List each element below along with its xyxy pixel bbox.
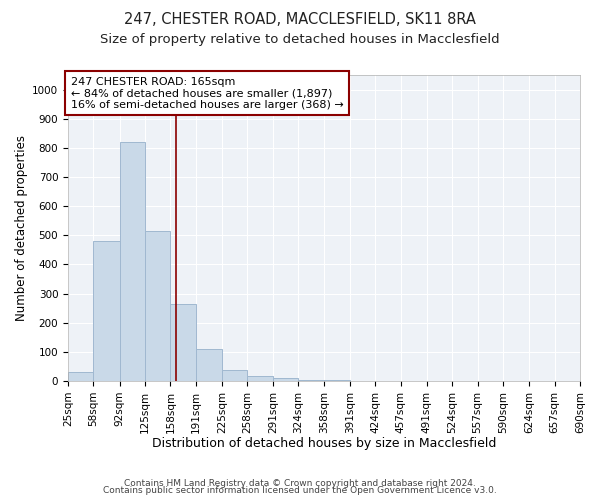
Bar [170, 304, 196, 381]
Bar [196, 349, 222, 381]
Bar [94, 241, 119, 381]
Text: Contains HM Land Registry data © Crown copyright and database right 2024.: Contains HM Land Registry data © Crown c… [124, 478, 476, 488]
Bar [145, 231, 170, 381]
Bar [273, 378, 298, 381]
Bar [325, 380, 350, 381]
Bar [247, 376, 273, 381]
Bar [222, 370, 247, 381]
Bar [68, 372, 94, 381]
Bar [119, 142, 145, 381]
Text: Size of property relative to detached houses in Macclesfield: Size of property relative to detached ho… [100, 32, 500, 46]
X-axis label: Distribution of detached houses by size in Macclesfield: Distribution of detached houses by size … [152, 437, 496, 450]
Text: Contains public sector information licensed under the Open Government Licence v3: Contains public sector information licen… [103, 486, 497, 495]
Text: 247, CHESTER ROAD, MACCLESFIELD, SK11 8RA: 247, CHESTER ROAD, MACCLESFIELD, SK11 8R… [124, 12, 476, 28]
Y-axis label: Number of detached properties: Number of detached properties [15, 135, 28, 321]
Bar [298, 380, 325, 381]
Text: 247 CHESTER ROAD: 165sqm
← 84% of detached houses are smaller (1,897)
16% of sem: 247 CHESTER ROAD: 165sqm ← 84% of detach… [71, 76, 343, 110]
